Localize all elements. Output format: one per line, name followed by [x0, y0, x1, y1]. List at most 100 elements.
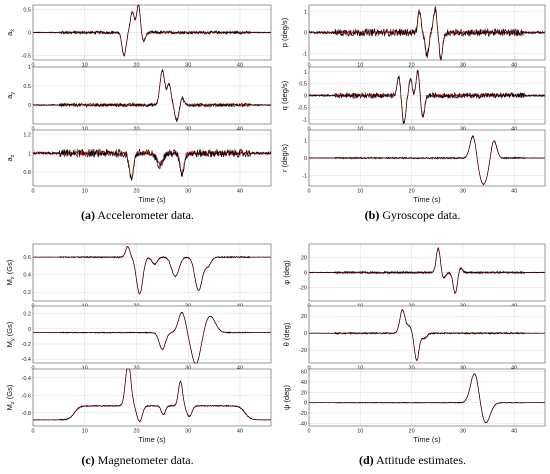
- x-tick-label: 0: [31, 63, 34, 69]
- x-tick-label: 20: [133, 429, 139, 435]
- y-axis-label: ax: [5, 29, 16, 36]
- x-tick-label: 20: [133, 189, 139, 195]
- x-tick-label: 40: [511, 429, 517, 435]
- x-tick-label: 20: [409, 63, 415, 69]
- x-tick-label: 30: [185, 366, 191, 372]
- y-axis-label: az: [5, 154, 16, 161]
- x-tick-label: 20: [409, 429, 415, 435]
- y-tick-label: 20: [301, 390, 307, 396]
- axes-frame: [32, 243, 272, 302]
- plot-area: [309, 369, 545, 426]
- x-tick-label: 20: [133, 63, 139, 69]
- axes-frame: [308, 243, 546, 302]
- x-tick-label: 20: [409, 189, 415, 195]
- subplot-b-1: 10-10 10 20 30 40p (deg/s): [280, 4, 546, 69]
- y-tick-label: 0: [304, 94, 307, 100]
- x-tick-label: 0: [307, 366, 310, 372]
- x-tick-label: 30: [460, 189, 466, 195]
- x-tick-label: 10: [82, 127, 88, 133]
- x-tick-label: 20: [409, 366, 415, 372]
- axes-frame: [308, 4, 546, 61]
- panel-b: 10-10 10 20 30 40p (deg/s)10.50-0.5-10 10 20 30…: [280, 4, 546, 204]
- y-axis-label: φ (deg): [282, 260, 291, 285]
- axes-frame: [32, 4, 272, 61]
- axes-frame: [32, 368, 272, 427]
- x-tick-label: 0: [307, 63, 310, 69]
- x-tick-label: 10: [82, 63, 88, 69]
- y-tick-label: 20: [301, 256, 307, 262]
- x-tick-label: 0: [307, 429, 310, 435]
- y-axis-label: ay: [5, 92, 16, 99]
- x-tick-label: 40: [511, 366, 517, 372]
- y-tick-label: -1: [302, 117, 307, 123]
- x-tick-label: 40: [237, 429, 243, 435]
- y-tick-label: 1: [28, 151, 31, 157]
- x-axis-label: Time (s): [413, 195, 441, 204]
- y-tick-label: -20: [299, 286, 307, 292]
- series-measured: [308, 373, 546, 424]
- subplot-d-1: 200-20010203040φ (deg): [282, 243, 546, 310]
- series-measured: [32, 311, 272, 364]
- x-tick-label: 30: [460, 429, 466, 435]
- y-tick-label: -0.5: [298, 105, 307, 111]
- caption-a: (a) Accelerometer data.: [0, 208, 275, 223]
- x-tick-label: 0: [31, 189, 34, 195]
- x-tick-label: 30: [185, 189, 191, 195]
- x-tick-label: 10: [82, 366, 88, 372]
- y-axis-label: θ (deg): [282, 322, 291, 346]
- x-tick-label: 30: [185, 429, 191, 435]
- y-tick-label: 0.2: [23, 290, 31, 296]
- y-tick-label: 0.5: [299, 82, 307, 88]
- axes-frame: [32, 66, 272, 125]
- caption-d-text: Attitude estimates.: [373, 453, 466, 467]
- y-tick-label: 0.5: [23, 84, 31, 90]
- x-axis-label: Time (s): [138, 195, 166, 204]
- y-tick-label: 0: [304, 156, 307, 162]
- subplot-a-2: 1 0.5 0 0 10 20 30 40 ay: [5, 65, 272, 133]
- y-tick-label: 0: [304, 331, 307, 337]
- x-tick-label: 10: [357, 429, 363, 435]
- x-tick-label: 40: [511, 189, 517, 195]
- y-tick-label: 0: [28, 31, 31, 37]
- y-axis-label: Mx (Gs): [5, 259, 16, 285]
- x-tick-label: 40: [237, 127, 243, 133]
- series-measured: [33, 245, 272, 295]
- caption-a-letter: (a): [81, 208, 96, 222]
- x-tick-label: 30: [460, 127, 466, 133]
- subplot-b-2: 10.50-0.5-10 10 20 30 40q (deg/s): [280, 66, 546, 133]
- x-tick-label: 0: [307, 127, 310, 133]
- y-tick-label: -1: [302, 174, 307, 180]
- y-axis-label: q (deg/s): [280, 80, 289, 110]
- y-tick-label: -0.4: [22, 376, 31, 382]
- y-axis-label: r (deg/s): [280, 144, 289, 172]
- plot-area: [33, 67, 271, 124]
- caption-b-text: Gyroscope data.: [379, 208, 461, 222]
- caption-c-letter: (c): [81, 453, 95, 467]
- x-axis-label: Time (s): [413, 435, 441, 444]
- y-tick-label: -20: [299, 411, 307, 417]
- plot-area: [33, 369, 271, 426]
- axes-frame: [308, 305, 546, 364]
- y-tick-label: -20: [299, 348, 307, 354]
- y-tick-label: 20: [301, 314, 307, 320]
- x-tick-label: 10: [357, 127, 363, 133]
- subplot-c-3: -0.4 -0.6 -0.8 0 10 20 30 40 Mz (Gs): [5, 368, 272, 435]
- y-tick-label: 1: [304, 139, 307, 145]
- y-axis-label: My (Gs): [5, 321, 16, 347]
- x-tick-label: 10: [357, 366, 363, 372]
- x-axis-label: Time (s): [138, 435, 166, 444]
- x-tick-label: 30: [185, 63, 191, 69]
- x-tick-label: 40: [511, 63, 517, 69]
- series-measured: [308, 308, 546, 361]
- y-tick-label: -0.5: [22, 53, 31, 59]
- y-tick-label: 1.2: [23, 133, 31, 139]
- x-tick-label: 10: [357, 189, 363, 195]
- y-tick-label: 0: [28, 103, 31, 109]
- series-measured: [308, 69, 546, 125]
- subplot-c-1: 0.60.40.2010203040Mx (Gs): [5, 243, 272, 310]
- caption-d-letter: (d): [359, 453, 374, 467]
